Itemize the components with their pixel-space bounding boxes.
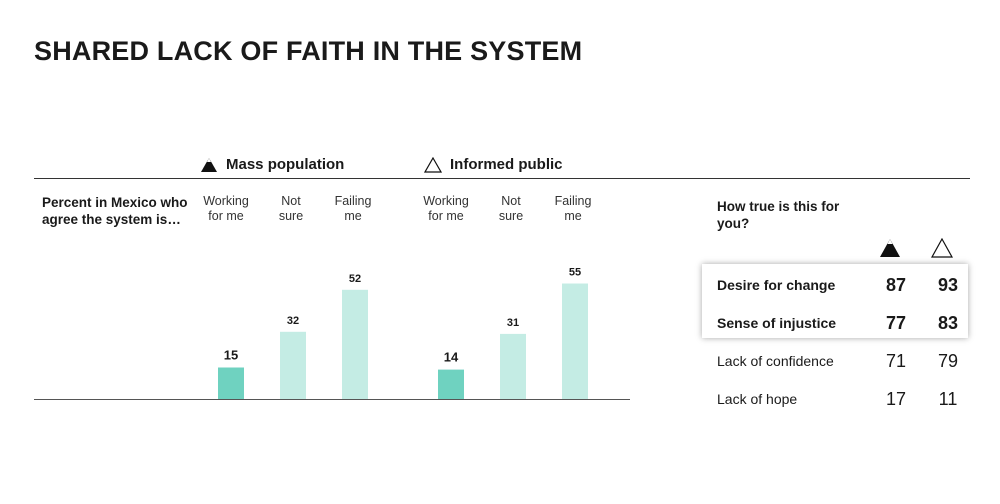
bar [280,331,306,399]
category-label-working: Working for me [423,194,469,223]
category-label-working: Working for me [203,194,249,223]
bar-value-label: 15 [224,348,238,363]
table-question: How true is this for you? [717,199,840,231]
category-label-failing: Failing me [554,194,592,223]
bar-value-label: 52 [349,273,361,285]
outline-mountain-icon [424,156,442,173]
bar [500,333,526,399]
table-row: Desire for change 87 93 [717,273,967,297]
legend-informed-public: Informed public [424,156,563,173]
row-label: Lack of hope [717,391,798,407]
informed-value: 11 [938,388,958,409]
filled-mountain-icon [201,157,217,172]
legend-label: Informed public [450,156,563,173]
filled-mountain-icon [880,239,900,257]
highlight-box [702,264,968,338]
page-title: SHARED LACK OF FAITH IN THE SYSTEM [34,36,583,66]
mass-value: 17 [885,388,907,409]
informed-value: 83 [937,312,959,333]
bar [438,369,464,399]
table-row: Lack of hope 17 11 [717,387,967,411]
row-label: Lack of confidence [717,353,834,369]
category-label-not-sure: Not sure [278,194,304,223]
header-divider [34,178,970,179]
chart-intro-text: Percent in Mexico who agree the system i… [42,195,188,227]
bar-value-label: 14 [444,350,459,365]
bar [562,283,588,399]
table-row: Lack of confidence 71 79 [717,349,967,373]
outline-mountain-icon [931,238,953,258]
bar-value-label: 31 [507,317,519,329]
row-label: Desire for change [717,277,836,293]
informed-value: 79 [937,350,959,371]
mass-value: 71 [885,350,907,371]
bar [342,289,368,399]
row-label: Sense of injustice [717,315,837,331]
category-label-failing: Failing me [334,194,372,223]
mass-value: 87 [885,274,907,295]
table-row: Sense of injustice 77 83 [717,311,967,335]
informed-value: 93 [937,274,959,295]
mass-value: 77 [885,312,907,333]
legend-label: Mass population [226,156,345,173]
legend-mass-population: Mass population [200,156,344,173]
bar-chart: 15 32 52 14 31 55 [34,267,630,400]
bar-value-label: 55 [569,267,581,279]
bar-value-label: 32 [287,315,299,327]
category-label-not-sure: Not sure [498,194,524,223]
bar [218,367,244,399]
